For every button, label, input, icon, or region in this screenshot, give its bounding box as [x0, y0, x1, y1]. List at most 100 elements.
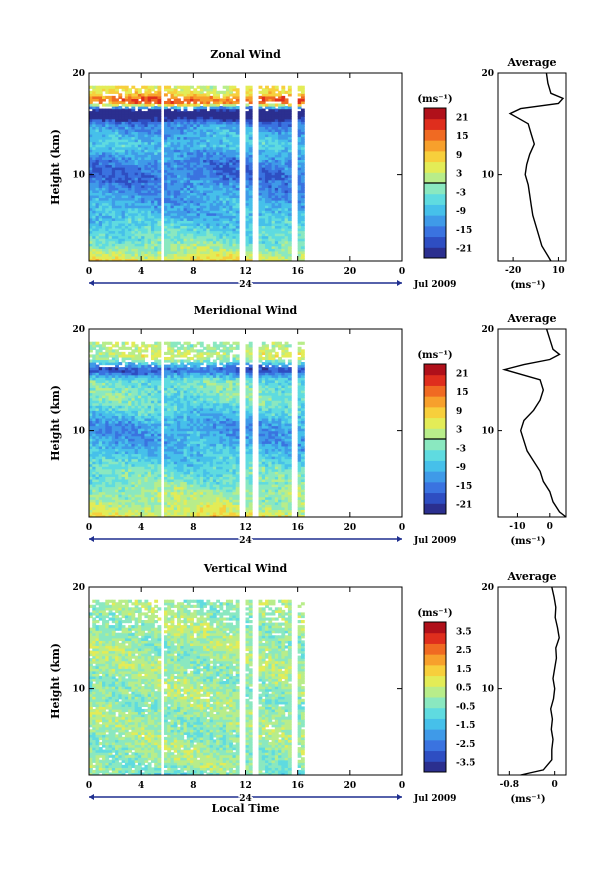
heatmap-cell: [232, 149, 237, 153]
heatmap-cell: [274, 222, 279, 227]
heatmap-cell: [281, 169, 286, 173]
heatmap-cell: [278, 164, 282, 168]
heatmap-cell: [108, 499, 113, 503]
heatmap-cell: [278, 210, 282, 214]
heatmap-cell: [118, 405, 123, 409]
heatmap-cell: [98, 392, 103, 396]
heatmap-cell: [163, 164, 168, 168]
heatmap-cell: [105, 461, 110, 465]
heatmap-cell: [190, 113, 194, 117]
heatmap-cell: [102, 514, 106, 517]
heatmap-cell: [193, 205, 198, 209]
heatmap-cell: [98, 212, 103, 216]
heatmap-cell: [137, 88, 142, 92]
heatmap-cell: [102, 248, 106, 252]
heatmap-cell: [118, 372, 123, 376]
heatmap-cell: [118, 440, 123, 444]
heatmap-cell: [177, 243, 181, 247]
heatmap-cell: [193, 139, 198, 143]
heatmap-cell: [134, 95, 139, 100]
heatmap-cell: [170, 161, 175, 166]
heatmap-cell: [131, 425, 136, 429]
heatmap-cell: [105, 395, 110, 399]
heatmap-cell: [281, 146, 286, 150]
heatmap-cell: [248, 227, 253, 232]
heatmap-cell: [108, 423, 113, 427]
heatmap-cell: [229, 177, 234, 181]
heatmap-cell: [281, 151, 286, 155]
heatmap-cell: [297, 141, 302, 145]
heatmap-cell: [131, 222, 136, 227]
heatmap-cell: [206, 141, 211, 145]
heatmap-cell: [131, 250, 136, 254]
heatmap-cell: [278, 116, 282, 120]
heatmap-cell: [209, 156, 214, 160]
heatmap-cell: [209, 159, 214, 163]
heatmap-cell: [209, 243, 214, 247]
heatmap-cell: [196, 207, 201, 211]
heatmap-cell: [121, 501, 126, 505]
heatmap-cell: [261, 187, 266, 191]
heatmap-cell: [144, 258, 149, 261]
heatmap-cell: [183, 258, 188, 261]
heatmap-cell: [261, 255, 266, 260]
heatmap-cell: [190, 118, 194, 122]
heatmap-cell: [92, 425, 97, 429]
heatmap-cell: [121, 351, 126, 356]
heatmap-cell: [102, 169, 106, 173]
heatmap-cell: [300, 205, 305, 209]
heatmap-cell: [212, 174, 217, 178]
heatmap-cell: [144, 243, 149, 247]
heatmap-cell: [258, 253, 263, 257]
heatmap-cell: [281, 116, 286, 120]
heatmap-cell: [111, 98, 116, 102]
heatmap-cell: [248, 177, 253, 181]
heatmap-cell: [199, 106, 204, 110]
heatmap-cell: [173, 131, 178, 135]
heatmap-cell: [274, 98, 279, 102]
heatmap-cell: [108, 167, 113, 171]
heatmap-cell: [95, 423, 100, 427]
heatmap-cell: [137, 248, 142, 252]
heatmap-cell: [128, 220, 132, 224]
heatmap-cell: [108, 202, 113, 206]
heatmap-cell: [108, 476, 113, 480]
heatmap-cell: [131, 98, 136, 102]
heatmap-cell: [131, 144, 136, 148]
heatmap-cell: [183, 93, 188, 97]
heatmap-cell: [98, 253, 103, 257]
heatmap-cell: [95, 489, 100, 493]
heatmap-cell: [274, 255, 279, 260]
heatmap-cell: [186, 93, 191, 97]
heatmap-cell: [92, 253, 97, 257]
heatmap-cell: [137, 212, 142, 216]
heatmap-cell: [274, 253, 279, 257]
heatmap-cell: [124, 509, 129, 513]
heatmap-cell: [186, 189, 191, 194]
heatmap-cell: [183, 111, 188, 115]
heatmap-cell: [271, 184, 276, 188]
heatmap-cell: [102, 121, 106, 125]
heatmap-cell: [177, 123, 181, 127]
heatmap-cell: [111, 486, 116, 490]
heatmap-cell: [128, 222, 132, 227]
heatmap-cell: [124, 192, 129, 196]
heatmap-cell: [108, 192, 113, 196]
heatmap-cell: [177, 182, 181, 186]
heatmap-cell: [121, 103, 126, 107]
heatmap-cell: [150, 121, 155, 125]
heatmap-cell: [98, 202, 103, 206]
heatmap-cell: [287, 200, 292, 204]
heatmap-cell: [209, 151, 214, 155]
heatmap-cell: [157, 202, 162, 206]
heatmap-cell: [134, 430, 139, 434]
heatmap-cell: [89, 430, 93, 434]
heatmap-cell: [121, 453, 126, 457]
heatmap-cell: [150, 227, 155, 232]
heatmap-cell: [278, 187, 282, 191]
heatmap-cell: [118, 187, 123, 191]
heatmap-cell: [102, 438, 106, 442]
heatmap-cell: [170, 169, 175, 173]
heatmap-cell: [115, 118, 119, 122]
heatmap-cell: [92, 405, 97, 409]
